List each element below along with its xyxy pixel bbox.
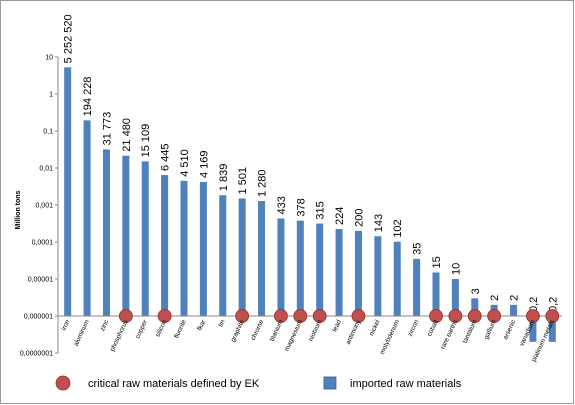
legend-critical-marker [55,375,71,391]
critical-marker [312,309,327,323]
bar [548,316,556,342]
data-label: 315 [315,201,327,219]
critical-marker [487,309,502,323]
legend-swatch [323,376,337,390]
x-tick-label: fkar [196,318,207,332]
bar [83,120,91,316]
data-label: 1 501 [237,167,249,195]
data-label: 4 169 [198,151,210,179]
data-label: 194 228 [82,77,94,117]
bar [393,241,401,316]
bar [102,149,110,316]
bar [296,220,304,316]
bar [122,155,130,316]
bar [471,298,479,316]
data-label: 15 [431,256,443,268]
bar [258,201,266,316]
data-label: 1 839 [218,164,230,192]
bar [277,218,285,316]
bar [219,195,227,316]
legend-label: imported raw materials [350,378,462,390]
critical-marker [545,309,560,323]
x-tick-label: zinc [99,318,111,332]
y-axis-label: Million tons [15,190,22,229]
bar [510,304,518,316]
legend-label: critical raw materials defined by EK [88,378,260,390]
data-label: 21 480 [121,118,133,152]
x-tick-label: iron [61,319,72,332]
data-label: 31 773 [101,112,113,146]
bar [316,223,324,316]
data-label: 2 [489,295,501,301]
critical-marker [429,309,443,323]
critical-marker [467,309,482,323]
data-label: 102 [392,219,404,237]
bar [180,180,188,316]
y-tick-label: 0,00001 [28,277,53,284]
data-label: 143 [373,214,385,232]
data-label: 224 [334,207,346,225]
data-label: 35 [412,243,424,255]
data-label: 15 109 [140,124,152,158]
critical-marker [118,309,133,323]
data-label: 6 445 [160,144,172,172]
data-label: 1 280 [257,170,269,198]
y-tick-label: 0,000001 [24,314,53,321]
y-tick-label: 1 [49,92,53,99]
data-label: 200 [353,209,365,227]
y-tick-label: 0,0000001 [20,351,53,358]
bar [413,258,421,316]
critical-marker [448,309,463,323]
x-tick-label: tin [217,319,226,329]
critical-marker [293,309,308,323]
critical-marker [351,309,366,323]
bar [432,272,440,316]
data-label: 10 [450,263,462,275]
bar [354,230,362,316]
data-label: 2 [509,295,521,301]
bar [451,279,459,316]
y-tick-label: 0,0001 [32,240,54,247]
y-tick-label: 10 [45,55,53,62]
data-label: 433 [276,196,288,214]
bar [64,67,72,316]
bar [335,229,343,316]
data-label: 0,2 [547,297,559,312]
x-tick-label: lead [331,319,343,333]
y-tick-label: 0,1 [43,129,53,136]
bar [199,182,207,316]
critical-marker [235,309,250,323]
y-tick-label: 0,01 [39,166,53,173]
data-label: 378 [295,198,307,216]
data-label: 3 [470,288,482,294]
critical-marker [157,309,172,323]
critical-marker [274,309,288,323]
bar [374,236,382,316]
bar [141,161,149,316]
bar [161,175,169,316]
data-label: 5 252 520 [63,14,75,63]
y-tick-label: 0,001 [35,203,53,210]
critical-marker [526,309,540,323]
data-label: 0,2 [528,297,540,312]
data-label: 4 510 [179,149,191,177]
bar [529,316,537,342]
bar [238,198,246,316]
